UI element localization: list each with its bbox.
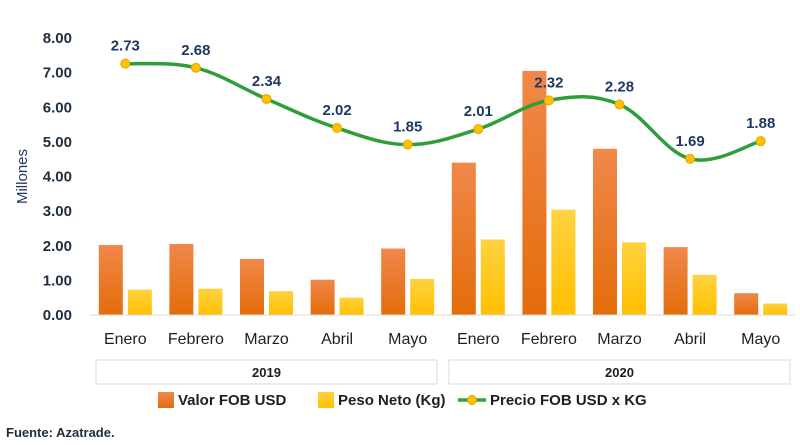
group-label: 2019 — [252, 365, 281, 380]
valor-fob-bar — [522, 70, 547, 315]
precio-fob-data-label: 2.02 — [322, 102, 351, 119]
valor-fob-bar — [734, 293, 759, 315]
y-tick-label: 5.00 — [43, 134, 72, 151]
x-category-label: Enero — [457, 331, 500, 348]
valor-fob-bar — [451, 162, 476, 315]
x-category-label: Abril — [674, 331, 706, 348]
group-box — [448, 359, 791, 385]
source-note: Fuente: Azatrade. — [6, 425, 115, 440]
legend-valor-fob-label: Valor FOB USD — [178, 392, 287, 409]
legend-valor-fob-swatch — [158, 392, 174, 408]
y-tick-label: 8.00 — [43, 30, 72, 47]
precio-fob-data-label: 1.85 — [393, 119, 422, 136]
peso-neto-bar — [692, 274, 717, 315]
group-label: 2020 — [605, 365, 634, 380]
valor-fob-bar — [169, 244, 194, 315]
precio-fob-data-label: 1.88 — [746, 115, 775, 132]
peso-neto-bar — [339, 297, 364, 315]
valor-fob-bar — [593, 148, 617, 315]
precio-fob-data-label: 2.01 — [464, 103, 493, 120]
precio-fob-data-label: 2.32 — [534, 74, 563, 91]
precio-fob-data-label: 1.69 — [675, 133, 704, 150]
peso-neto-bar — [551, 209, 576, 315]
precio-fob-point — [261, 93, 272, 104]
valor-fob-bar — [310, 279, 335, 315]
valor-fob-bar — [381, 248, 406, 315]
peso-neto-bar — [198, 288, 223, 315]
peso-neto-bar — [763, 303, 788, 315]
valor-fob-bar — [98, 245, 123, 315]
legend-peso-neto-label: Peso Neto (Kg) — [338, 392, 446, 409]
peso-neto-bar — [269, 291, 293, 315]
x-category-label: Mayo — [388, 331, 427, 348]
y-tick-label: 6.00 — [43, 99, 72, 116]
valor-fob-bar — [240, 258, 264, 315]
precio-fob-point — [402, 139, 413, 150]
precio-fob-point — [685, 153, 696, 164]
x-category-label: Marzo — [597, 331, 642, 348]
precio-fob-point — [543, 95, 554, 106]
precio-fob-data-label: 2.28 — [605, 78, 634, 95]
valor-fob-bar — [663, 247, 688, 315]
precio-fob-point — [614, 99, 625, 110]
x-category-label: Mayo — [741, 331, 780, 348]
y-tick-label: 4.00 — [43, 169, 72, 186]
y-tick-label: 0.00 — [43, 307, 72, 324]
precio-fob-point — [190, 62, 201, 73]
y-tick-label: 3.00 — [43, 203, 72, 220]
peso-neto-bar — [127, 289, 152, 315]
peso-neto-bar — [622, 242, 646, 315]
precio-fob-data-label: 2.34 — [252, 73, 282, 90]
y-tick-label: 7.00 — [43, 65, 72, 82]
x-category-label: Marzo — [244, 331, 289, 348]
legend-precio-fob-label: Precio FOB USD x KG — [490, 392, 647, 409]
x-category-label: Febrero — [521, 331, 577, 348]
y-tick-label: 1.00 — [43, 272, 72, 289]
precio-fob-data-label: 2.68 — [181, 42, 210, 59]
x-category-label: Abril — [321, 331, 353, 348]
precio-fob-line — [125, 61, 762, 162]
precio-fob-point — [120, 58, 131, 69]
precio-fob-point — [473, 124, 484, 135]
precio-fob-point — [755, 136, 766, 147]
y-axis-label: Millones — [14, 149, 31, 204]
x-category-label: Enero — [104, 331, 147, 348]
precio-fob-data-label: 2.73 — [111, 38, 140, 55]
legend-precio-fob-marker — [467, 395, 477, 405]
legend-peso-neto-swatch — [318, 392, 334, 408]
peso-neto-bar — [480, 239, 505, 315]
combo-chart: 0.00 1.00 2.00 3.00 4.00 5.00 6.00 7.00 8.00 Mill… — [14, 30, 796, 409]
precio-fob-point — [332, 123, 343, 134]
x-category-label: Febrero — [168, 331, 224, 348]
group-box — [95, 359, 438, 385]
y-tick-label: 2.00 — [43, 238, 72, 255]
peso-neto-bar — [410, 278, 435, 315]
